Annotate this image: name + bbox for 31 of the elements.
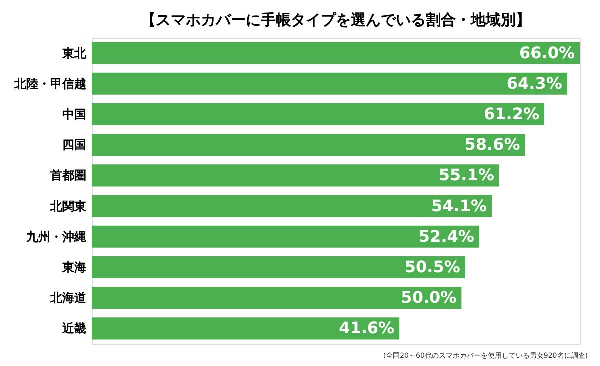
bar (92, 42, 580, 64)
bar (92, 256, 466, 279)
y-tick-label: 北海道 (50, 291, 88, 306)
bar (92, 164, 500, 187)
y-tick-label: 九州・沖縄 (26, 230, 86, 244)
bar (92, 103, 545, 126)
y-tick-label: 東海 (62, 260, 86, 274)
bar (92, 72, 568, 95)
chart-title: 【スマホカバーに手帳タイプを選んでいる割合・地域別】 (141, 11, 531, 29)
bar (92, 226, 480, 248)
y-tick-label: 中国 (62, 108, 86, 122)
data-label: 64.3% (506, 74, 562, 93)
y-tick-label: 四国 (62, 138, 86, 152)
data-label: 55.1% (438, 166, 494, 185)
data-label: 52.4% (418, 226, 474, 246)
bar (92, 287, 462, 310)
y-tick-label: 北関東 (50, 199, 88, 214)
y-tick-label: 北陸・甲信越 (14, 76, 86, 91)
bar (92, 318, 400, 340)
y-tick-label: 東北 (62, 46, 88, 60)
data-label: 58.6% (464, 135, 520, 154)
bar (92, 195, 492, 218)
y-tick-label: 近畿 (62, 322, 86, 336)
data-label: 66.0% (519, 43, 575, 62)
bar (92, 134, 526, 156)
data-label: 50.5% (404, 258, 460, 276)
data-label: 50.0% (401, 288, 457, 308)
y-tick-label: 首都圏 (50, 168, 86, 183)
data-label: 54.1% (431, 196, 488, 216)
data-label: 41.6% (339, 318, 395, 338)
data-label: 61.2% (484, 104, 540, 124)
